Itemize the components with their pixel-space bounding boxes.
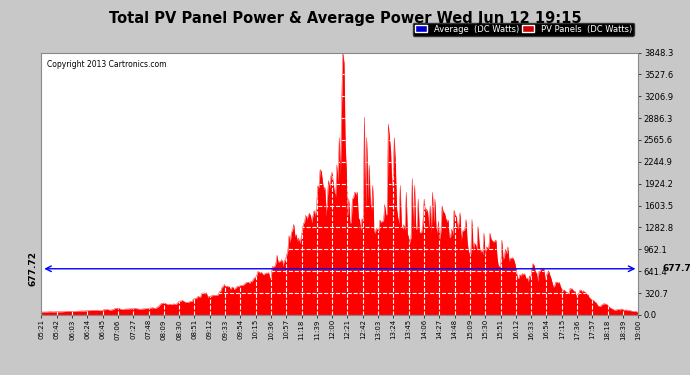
Text: 677.72: 677.72 — [662, 264, 690, 273]
Text: Copyright 2013 Cartronics.com: Copyright 2013 Cartronics.com — [48, 60, 167, 69]
Text: Total PV Panel Power & Average Power Wed Jun 12 19:15: Total PV Panel Power & Average Power Wed… — [109, 11, 581, 26]
Legend: Average  (DC Watts), PV Panels  (DC Watts): Average (DC Watts), PV Panels (DC Watts) — [413, 22, 634, 36]
Text: 677.72: 677.72 — [29, 251, 38, 286]
